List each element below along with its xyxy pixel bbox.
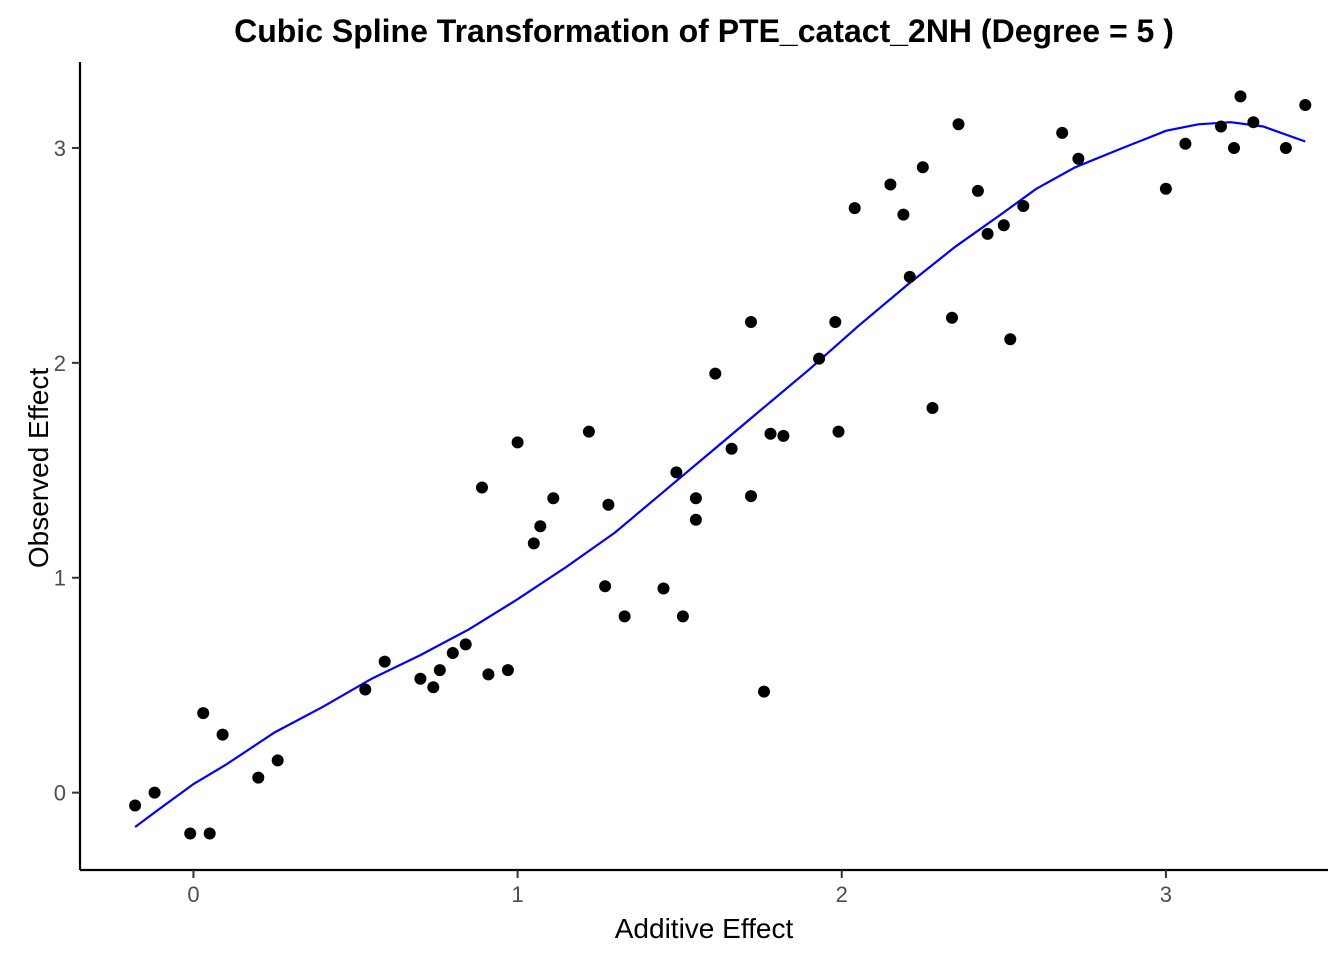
data-point [582,425,595,438]
data-point [981,227,994,240]
data-point [689,492,702,505]
data-point [252,771,265,784]
data-point [129,799,142,812]
x-tick-label: 1 [511,882,523,907]
data-point [197,707,210,720]
data-point [916,161,929,174]
data-point [832,425,845,438]
data-point [184,827,197,840]
data-point [1247,116,1260,129]
data-point [1072,152,1085,165]
data-point [725,442,738,455]
data-point [1279,142,1292,154]
data-point [446,647,459,659]
data-point [903,270,916,283]
data-point [511,436,524,449]
data-point [414,672,427,685]
data-point [764,427,777,440]
data-point [378,655,391,668]
spline-layer [134,121,1306,828]
data-point [745,490,757,503]
chart-title: Cubic Spline Transformation of PTE_catac… [234,13,1174,49]
data-point [433,664,446,677]
data-point [618,610,631,623]
points-layer [129,90,1312,840]
data-point [745,316,757,328]
spline-line [134,121,1306,828]
data-point [476,481,488,494]
data-point [1234,90,1247,103]
data-point [271,754,284,767]
x-tick-label: 3 [1160,882,1172,907]
x-tick-label: 2 [836,882,848,907]
data-point [359,683,372,696]
data-point [547,492,560,505]
data-point [952,118,965,131]
data-point [203,827,216,840]
data-point [884,178,897,191]
data-point [1017,200,1030,212]
data-point [534,520,547,533]
data-point [758,685,770,698]
axes: 0 1 2 3 0 1 2 3 [54,62,1328,907]
data-point [1299,99,1312,111]
data-point [1004,333,1017,346]
data-point [777,429,790,442]
data-point [527,537,540,550]
y-tick-label: 2 [54,351,66,376]
data-point [1228,142,1240,154]
data-point [501,664,514,677]
data-point [813,352,826,365]
data-point [946,311,958,324]
data-point [926,402,939,414]
data-point [709,367,722,380]
data-point [971,184,984,197]
y-tick-label: 0 [54,781,66,806]
data-point [599,580,612,593]
data-point [216,728,229,741]
data-point [829,316,842,328]
data-point [1056,126,1069,139]
y-axis-label: Observed Effect [23,368,54,568]
x-tick-label: 0 [187,882,199,907]
data-point [1179,137,1192,150]
x-axis-label: Additive Effect [615,913,794,944]
data-point [482,668,495,681]
data-point [897,208,910,221]
data-point [670,466,683,479]
y-tick-label: 1 [54,566,66,591]
data-point [1159,182,1172,195]
data-point [427,681,440,694]
data-point [848,202,861,215]
data-point [997,219,1010,232]
data-point [1215,120,1227,133]
data-point [689,513,702,526]
y-tick-label: 3 [54,136,66,161]
data-point [148,786,161,799]
data-point [676,610,689,623]
data-point [602,498,615,511]
data-point [657,582,670,595]
data-point [459,638,472,651]
